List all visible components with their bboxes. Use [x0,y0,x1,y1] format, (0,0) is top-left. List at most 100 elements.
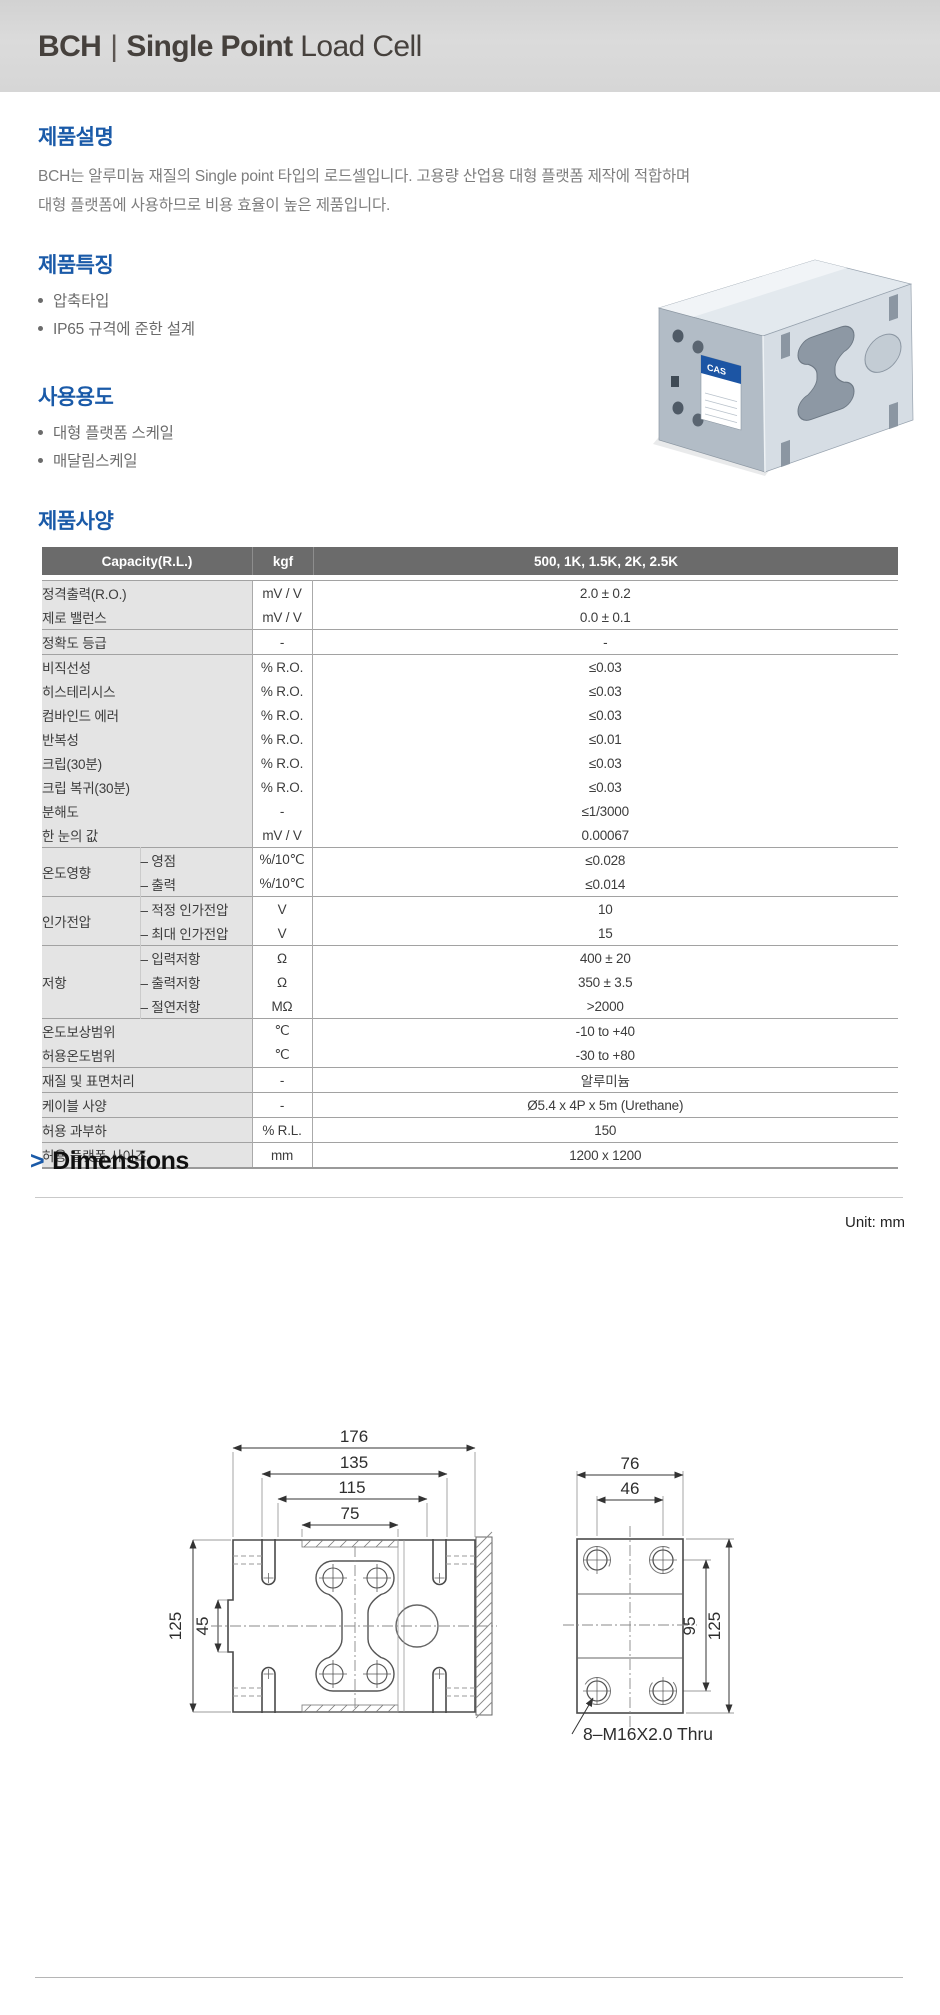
spec-value: ≤0.028 [312,847,898,872]
spec-sub-label: – 절연저항 [140,994,252,1019]
dim-label-45: 45 [193,1617,212,1636]
spec-unit: V [251,921,313,946]
features-heading: 제품특징 [38,254,114,277]
spec-row: 정격출력(R.O.) mV / V 2.0 ± 0.2 [42,580,898,605]
spec-row: 비직선성% R.O. ≤0.03 [42,654,898,679]
spec-label: 컴바인드 에러 [42,703,252,727]
spec-row: 크립(30분)% R.O. ≤0.03 [42,751,898,775]
spec-table-block: Capacity(R.L.) kgf 500, 1K, 1.5K, 2K, 2.… [42,547,898,1169]
spec-row: 허용온도범위 ℃ -30 to +80 [42,1043,898,1068]
spec-value: ≤0.03 [588,707,622,723]
dim-label-115: 115 [338,1478,365,1497]
list-item: 대형 플랫폼 스케일 [38,420,174,448]
footer-divider [35,1977,903,1978]
spec-value: -10 to +40 [312,1018,898,1043]
spec-value: ≤0.01 [588,731,622,747]
spec-header-unit: kgf [252,547,314,575]
spec-unit: - [251,1067,313,1093]
spec-label: 허용온도범위 [42,1043,252,1068]
spec-row: 컴바인드 에러% R.O. ≤0.03 [42,703,898,727]
bone-cutout [315,1560,395,1692]
list-item: 매달림스케일 [38,448,174,476]
page-header: BCH | Single Point Load Cell [0,0,940,92]
dimension-lines [189,1444,476,1713]
thread-note: 8–M16X2.0 Thru [583,1724,713,1744]
product-name: BCH [38,30,102,63]
spec-unit: mV / V [251,823,313,848]
description-line-2: 대형 플랫폼에 사용하므로 비용 효율이 높은 제품입니다. [38,197,391,214]
spec-row: 제로 밸런스 mV / V 0.0 ± 0.1 [42,605,898,630]
spec-label: 재질 및 표면처리 [42,1067,252,1093]
page-title: BCH | Single Point Load Cell [38,30,422,64]
extension-lines [193,1452,476,1713]
spec-unit: Ω [251,970,313,994]
spec-value: ≤0.03 [312,654,898,679]
spec-value: >2000 [586,998,624,1014]
spec-label: 비직선성 [42,654,252,679]
leader-line [571,1697,594,1735]
spec-row: 한 눈의 값 mV / V 0.00067 [42,823,898,848]
spec-label: 한 눈의 값 [42,823,252,848]
spec-row: 허용 플랫폼 사이즈 mm 1200 x 1200 [42,1142,898,1168]
spec-row: 분해도 - ≤1/3000 [42,799,898,823]
spec-row: – 출력 %/10℃ ≤0.014 [42,872,898,897]
spec-table: 정격출력(R.O.) mV / V 2.0 ± 0.2 제로 밸런스 mV / V 0.0… [42,580,898,1169]
spec-label: 반복성 [42,727,252,751]
description-line-1: BCH는 알루미늄 재질의 Single point 타입의 로드셀입니다. 고… [38,168,691,185]
spec-value: 10 [312,896,898,921]
section-features: 제품특징 압축타입 IP65 규격에 준한 설계 [38,252,195,343]
dim-label-125: 125 [166,1612,185,1640]
spec-sub-label: – 최대 인가전압 [140,921,252,946]
spec-unit: %/10℃ [251,847,313,872]
product-photo: CAS [653,259,914,476]
dimension-lines [576,1471,733,1714]
dim-label-176: 176 [340,1427,368,1446]
dimensions-title: Dimensions [52,1147,189,1175]
chevron-icon: > [30,1147,45,1175]
spec-unit: ℃ [251,1043,313,1068]
spec-row: 저항 – 입력저항 Ω 400 ± 20 [42,945,898,1019]
spec-value: -30 to +80 [575,1047,635,1063]
photo-main-cutouts [781,293,902,468]
list-item: 압축타입 [38,288,195,316]
corner-slots [261,1539,447,1713]
spec-row: 정확도 등급 - - [42,629,898,655]
spec-label: 제로 밸런스 [42,605,252,630]
spec-label: 크립 복귀(30분) [42,775,252,799]
spec-row: 온도영향 – 영점 %/10℃ ≤0.028 [42,847,898,897]
spec-label: 히스테리시스 [42,679,252,703]
dim-label-75: 75 [341,1504,360,1523]
spec-label: 크립(30분) [42,751,252,775]
spec-unit: - [251,799,313,823]
spec-sub-label: – 입력저항 [140,945,252,970]
bolt-crosshairs [583,1546,677,1705]
spec-value: - [312,629,898,655]
dimensions-divider [35,1197,903,1198]
spec-value: 350 ± 3.5 [578,974,633,990]
spec-header-range: 500, 1K, 1.5K, 2K, 2.5K [533,553,679,569]
spec-value: ≤1/3000 [581,803,630,819]
spec-unit: % R.O. [251,751,313,775]
unit-note: Unit: mm [845,1214,905,1231]
spec-unit: % R.O. [251,727,313,751]
photo-hole [672,329,684,343]
spec-unit: %/10℃ [251,872,313,897]
description-heading: 제품설명 [38,126,114,149]
spec-row: 케이블 사양 - Ø5.4 x 4P x 5m (Urethane) [42,1092,898,1118]
spec-row: 반복성% R.O. ≤0.01 [42,727,898,751]
thread-circles [583,1546,677,1705]
spec-row: – 절연저항 MΩ >2000 [42,994,898,1019]
spec-value: 400 ± 20 [312,945,898,970]
spec-value: ≤0.03 [588,755,622,771]
spec-unit: ℃ [251,1018,313,1043]
spec-unit: % R.O. [251,654,313,679]
spec-row: 재질 및 표면처리 - 알루미늄 [42,1067,898,1093]
spec-value: 1200 x 1200 [312,1142,898,1168]
dim-label-95: 95 [680,1617,699,1636]
applications-list: 대형 플랫폼 스케일 매달림스케일 [38,420,174,475]
spec-unit: V [251,896,313,921]
spec-group-label: 온도영향 [42,847,141,897]
photo-cable-port [671,376,679,387]
spec-unit: - [251,629,313,655]
